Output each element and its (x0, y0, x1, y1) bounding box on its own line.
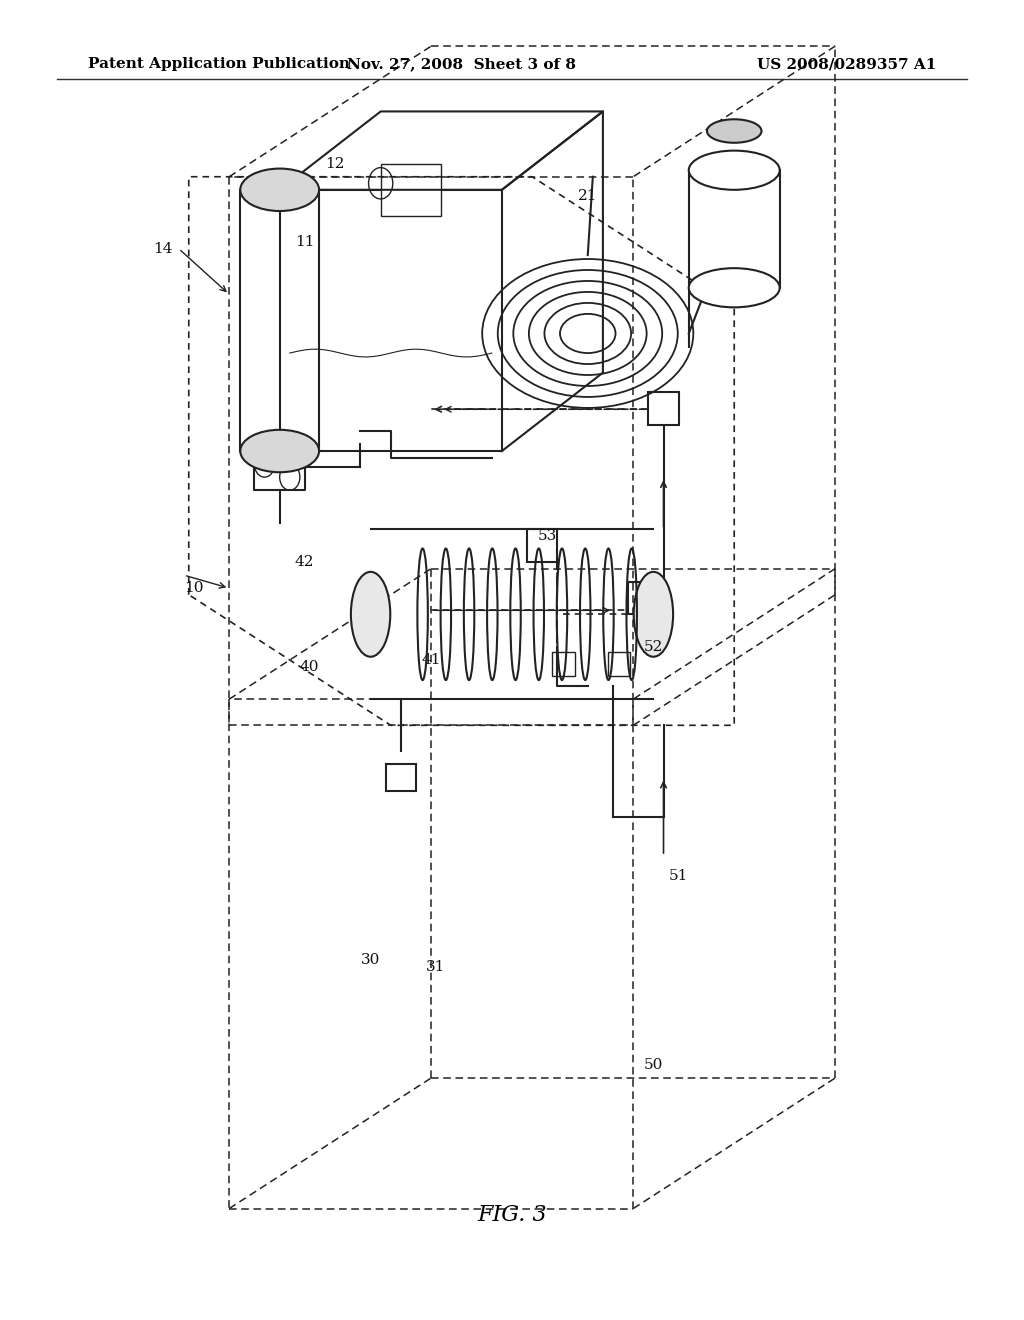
Text: 50: 50 (643, 1057, 663, 1072)
Text: 21: 21 (578, 189, 597, 203)
Ellipse shape (689, 150, 779, 190)
Text: Patent Application Publication: Patent Application Publication (88, 57, 350, 71)
Text: 52: 52 (643, 640, 663, 653)
Ellipse shape (689, 268, 779, 308)
Text: 51: 51 (669, 869, 688, 883)
Bar (648, 392, 679, 425)
Text: 40: 40 (300, 660, 319, 673)
Bar (608, 652, 630, 676)
Text: 30: 30 (360, 953, 380, 968)
Text: FIG. 3: FIG. 3 (477, 1204, 547, 1226)
Text: 42: 42 (295, 554, 314, 569)
Ellipse shape (634, 572, 673, 657)
Text: 14: 14 (154, 242, 173, 256)
Bar (527, 529, 557, 562)
Text: Nov. 27, 2008  Sheet 3 of 8: Nov. 27, 2008 Sheet 3 of 8 (347, 57, 575, 71)
Ellipse shape (707, 119, 762, 143)
Ellipse shape (241, 430, 319, 473)
Ellipse shape (351, 572, 390, 657)
Text: 31: 31 (426, 960, 445, 974)
Bar (280, 190, 502, 451)
Text: 11: 11 (295, 235, 314, 249)
Bar (628, 582, 658, 614)
Bar (552, 652, 574, 676)
Text: US 2008/0289357 A1: US 2008/0289357 A1 (757, 57, 936, 71)
Text: 10: 10 (183, 581, 203, 595)
Ellipse shape (241, 169, 319, 211)
Text: 53: 53 (538, 529, 556, 543)
Bar (381, 164, 441, 216)
Text: 12: 12 (326, 157, 345, 170)
Text: 41: 41 (421, 653, 440, 667)
